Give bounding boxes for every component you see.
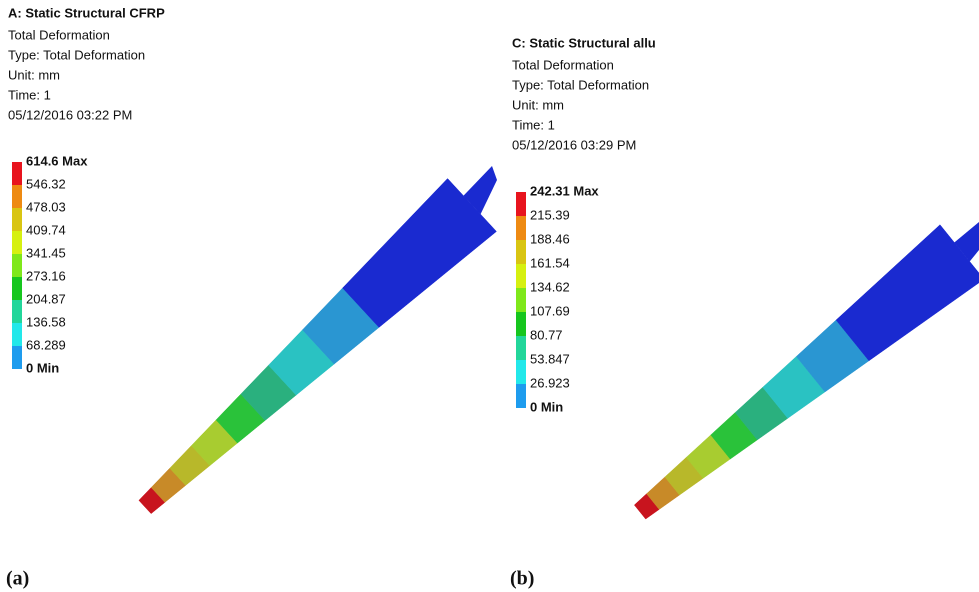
legend-swatch	[516, 288, 526, 312]
panel-title: C: Static Structural allu	[512, 35, 656, 50]
legend-swatch	[516, 384, 526, 408]
info-line: Type: Total Deformation	[8, 47, 145, 62]
legend-swatch	[516, 192, 526, 216]
legend-swatch	[516, 216, 526, 240]
legend-label: 80.77	[530, 327, 563, 342]
legend-label: 478.03	[26, 199, 66, 214]
legend-label: 188.46	[530, 231, 570, 246]
legend-label: 341.45	[26, 245, 66, 260]
legend-swatch	[12, 208, 22, 231]
legend-label: 53.847	[530, 351, 570, 366]
legend-label: 242.31 Max	[530, 183, 599, 198]
legend-label: 546.32	[26, 176, 66, 191]
caption: (b)	[510, 568, 534, 590]
legend-swatch	[12, 254, 22, 277]
info-line: 05/12/2016 03:22 PM	[8, 107, 132, 122]
legend-swatch	[12, 323, 22, 346]
legend-swatch	[516, 360, 526, 384]
legend-label: 614.6 Max	[26, 153, 88, 168]
legend-swatch	[12, 185, 22, 208]
info-line: Time: 1	[512, 117, 555, 132]
figure: A: Static Structural CFRP C: Static Stru…	[0, 0, 979, 592]
info-line: Unit: mm	[8, 67, 60, 82]
info-line: Total Deformation	[8, 27, 110, 42]
legend-swatch	[516, 264, 526, 288]
legend-label: 273.16	[26, 268, 66, 283]
legend-label: 409.74	[26, 222, 66, 237]
info-line: 05/12/2016 03:29 PM	[512, 137, 636, 152]
legend-label: 215.39	[530, 207, 570, 222]
legend-swatch	[516, 240, 526, 264]
legend-label: 204.87	[26, 291, 66, 306]
legend-swatch	[12, 231, 22, 254]
legend-swatch	[516, 312, 526, 336]
legend-label: 68.289	[26, 337, 66, 352]
legend-swatch	[12, 346, 22, 369]
legend-swatch	[12, 162, 22, 185]
info-line: Total Deformation	[512, 57, 614, 72]
legend-label: 161.54	[530, 255, 570, 270]
legend-label: 26.923	[530, 375, 570, 390]
legend-label: 0 Min	[530, 399, 563, 414]
info-line: Type: Total Deformation	[512, 77, 649, 92]
info-line: Time: 1	[8, 87, 51, 102]
legend-label: 136.58	[26, 314, 66, 329]
legend-swatch	[12, 300, 22, 323]
legend-label: 107.69	[530, 303, 570, 318]
legend-label: 134.62	[530, 279, 570, 294]
legend-swatch	[12, 277, 22, 300]
legend-swatch	[516, 336, 526, 360]
info-line: Unit: mm	[512, 97, 564, 112]
panel-title: A: Static Structural CFRP	[8, 5, 165, 20]
legend-label: 0 Min	[26, 360, 59, 375]
caption: (a)	[6, 568, 29, 590]
